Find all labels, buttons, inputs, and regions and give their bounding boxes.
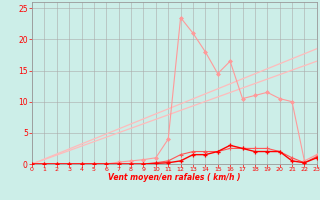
X-axis label: Vent moyen/en rafales ( km/h ): Vent moyen/en rafales ( km/h ) [108, 173, 241, 182]
